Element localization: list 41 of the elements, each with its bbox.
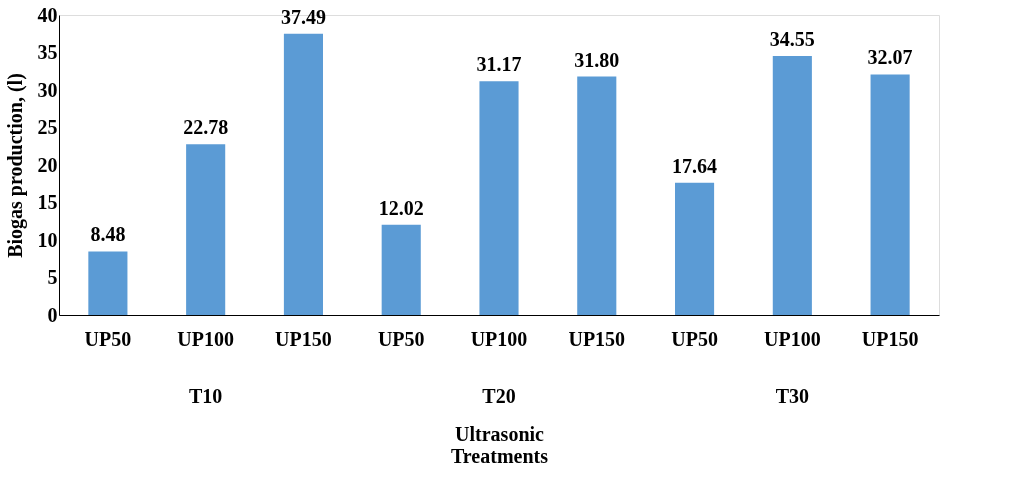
x-tick-label: UP150 [861,327,919,350]
bar [479,81,519,315]
x-axis-title: Ultrasonic Treatments [450,422,549,467]
y-tick-label: 30 [37,78,58,101]
bar [381,224,421,315]
y-tick-label: 40 [37,3,58,26]
bar [186,144,226,315]
x-tick-label: UP100 [470,327,528,350]
bar [772,55,812,315]
y-tick-label: 20 [37,153,58,176]
data-label: 37.49 [280,5,326,28]
y-tick-label: 5 [47,266,58,288]
data-label: 31.17 [476,53,522,76]
y-tick-label: 0 [47,303,58,326]
text: T30 [775,385,810,407]
text: T10 [188,385,223,407]
data-label: 17.64 [672,154,718,177]
y-tick-label: 10 [37,228,58,251]
data-label: 12.02 [378,196,424,219]
y-axis-title: Biogas production, (l) [3,73,27,258]
bar [870,74,910,315]
y-tick-label: 25 [37,116,58,138]
data-label: 22.78 [183,116,229,139]
data-label: 34.55 [769,27,815,50]
bar [675,182,715,315]
bar [283,33,323,315]
x-tick-label: UP50 [671,327,718,350]
y-tick-label: 15 [37,191,58,213]
x-tick-label: UP50 [84,327,132,350]
x-tick-label: UP50 [377,327,425,350]
x-tick-label: UP150 [568,327,626,350]
data-label: 32.07 [867,46,913,69]
x-tick-label: UP100 [764,327,821,350]
text: T20 [482,385,516,407]
x-tick-label: UP150 [275,327,332,350]
bar [88,251,128,315]
y-tick-label: 35 [37,41,58,63]
x-tick-label: UP100 [177,327,234,350]
data-label: 8.48 [90,223,126,246]
data-label: 31.80 [574,48,620,71]
bar [577,76,617,315]
